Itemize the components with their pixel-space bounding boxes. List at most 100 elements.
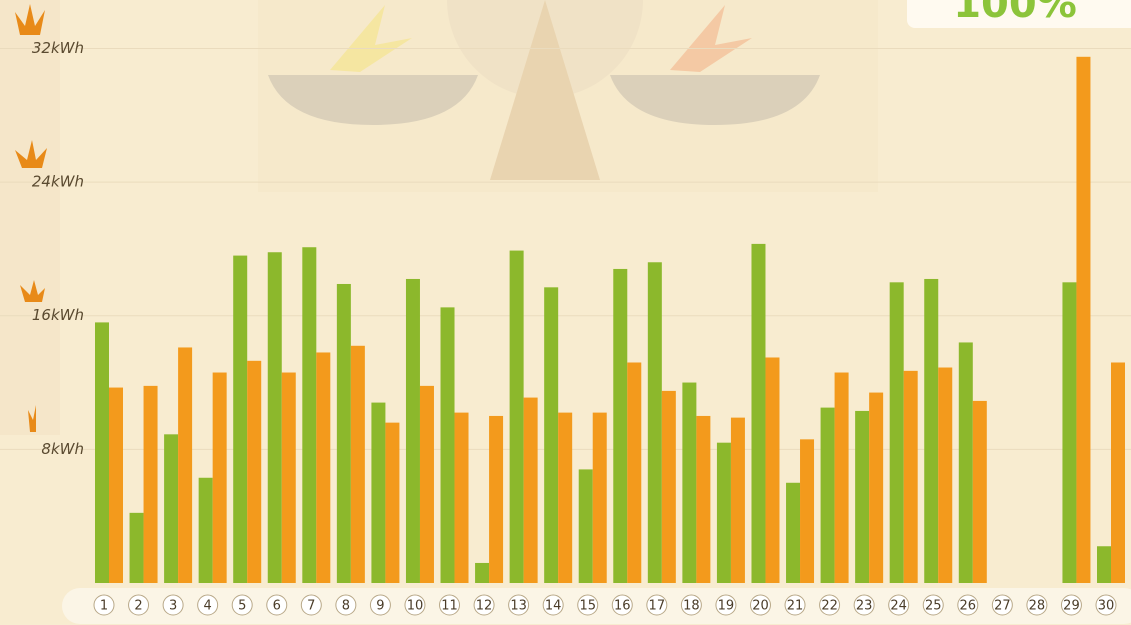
bar <box>129 512 144 583</box>
x-tick-label: 6 <box>273 599 281 614</box>
bar <box>869 392 884 583</box>
bar <box>509 250 524 583</box>
x-tick-label: 23 <box>856 599 873 614</box>
x-tick-label: 24 <box>890 599 907 614</box>
x-tick-label: 19 <box>718 599 735 614</box>
y-tick-label: 24kWh <box>32 173 84 191</box>
bar <box>109 387 123 583</box>
x-tick-label: 28 <box>1029 599 1046 614</box>
y-tick-label: 16kWh <box>32 306 84 324</box>
bar <box>1097 546 1111 583</box>
bar <box>419 385 434 583</box>
category-badge <box>542 594 564 616</box>
bar <box>647 262 662 583</box>
y-tick-label: 32kWh <box>32 39 84 57</box>
bar <box>855 410 870 583</box>
x-tick-label: 21 <box>787 599 804 614</box>
bar <box>267 252 282 584</box>
bar <box>385 422 400 583</box>
category-badge <box>1026 594 1048 616</box>
bar <box>440 307 455 583</box>
bar <box>786 482 801 583</box>
category-badge <box>715 594 737 616</box>
x-tick-label: 12 <box>476 599 493 614</box>
x-tick-label: 8 <box>342 599 350 614</box>
bar <box>233 255 248 583</box>
bar <box>212 372 227 583</box>
bar <box>281 372 296 583</box>
x-tick-label: 9 <box>376 599 384 614</box>
bar <box>95 322 109 583</box>
bar <box>578 469 593 583</box>
category-badge <box>128 594 150 616</box>
x-tick-label: 18 <box>683 599 700 614</box>
category-badge <box>335 594 357 616</box>
bar <box>302 247 317 583</box>
bar <box>820 407 835 583</box>
percent-box <box>907 0 1131 28</box>
bar <box>613 268 628 583</box>
bar <box>489 415 504 583</box>
bar <box>1111 362 1125 583</box>
category-badge <box>819 594 841 616</box>
category-badge <box>369 594 391 616</box>
category-badge <box>646 594 668 616</box>
bar <box>164 434 179 583</box>
percent-label: 100% <box>953 0 1077 27</box>
bar <box>592 412 607 583</box>
bar <box>800 439 815 583</box>
category-badge <box>197 594 219 616</box>
bar <box>544 287 559 583</box>
bar <box>1076 56 1091 583</box>
x-tick-label: 13 <box>510 599 527 614</box>
category-badge <box>957 594 979 616</box>
x-tick-label: 22 <box>821 599 838 614</box>
x-tick-label: 30 <box>1098 599 1115 614</box>
bar <box>371 402 386 583</box>
y-tick-label: 8kWh <box>41 440 84 458</box>
x-tick-label: 27 <box>994 599 1011 614</box>
bar <box>751 243 766 583</box>
category-badge <box>266 594 288 616</box>
x-tick-label: 5 <box>238 599 246 614</box>
x-tick-label: 3 <box>169 599 177 614</box>
bar <box>350 345 365 583</box>
bar <box>627 362 642 583</box>
x-tick-label: 10 <box>407 599 424 614</box>
category-badge <box>404 594 426 616</box>
bar <box>475 562 490 583</box>
bar <box>730 417 745 583</box>
category-badge <box>93 594 115 616</box>
category-badge <box>922 594 944 616</box>
bar <box>316 352 331 583</box>
bar <box>696 415 711 583</box>
flame-icons <box>15 4 47 432</box>
bar <box>924 278 939 583</box>
bar <box>523 397 538 583</box>
bar <box>143 385 158 583</box>
category-badge <box>231 594 253 616</box>
bar <box>336 283 351 583</box>
bar <box>682 382 697 583</box>
bar <box>405 278 420 583</box>
x-tick-label: 2 <box>134 599 142 614</box>
category-badge <box>473 594 495 616</box>
bar <box>198 477 213 583</box>
category-badge <box>439 594 461 616</box>
bar <box>716 442 731 583</box>
bar <box>247 360 262 583</box>
category-badge <box>1060 594 1082 616</box>
bar <box>454 412 469 583</box>
category-badge <box>784 594 806 616</box>
bar <box>765 357 780 583</box>
category-badge <box>162 594 184 616</box>
x-tick-label: 7 <box>307 599 315 614</box>
category-badge <box>749 594 771 616</box>
category-badge <box>991 594 1013 616</box>
bar <box>1062 282 1077 583</box>
x-tick-label: 14 <box>545 599 562 614</box>
bar <box>834 372 849 583</box>
bar <box>972 400 987 583</box>
bar <box>661 390 676 583</box>
x-tick-label: 20 <box>752 599 769 614</box>
